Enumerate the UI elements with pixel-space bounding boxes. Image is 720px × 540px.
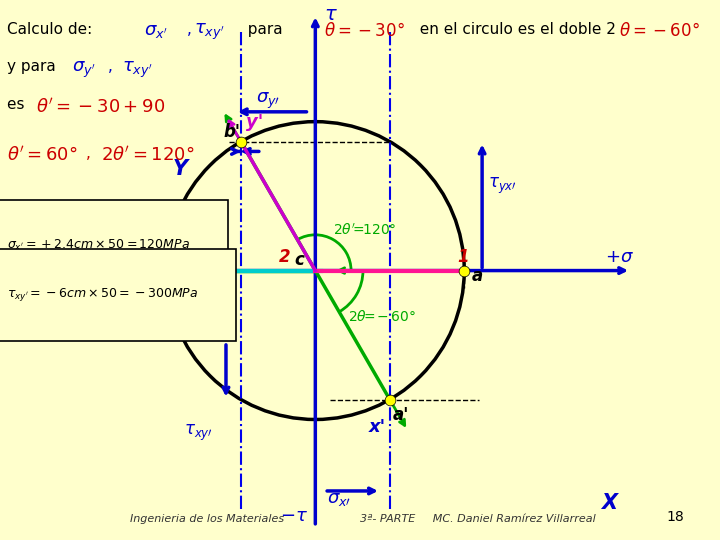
Text: y para: y para (7, 59, 66, 75)
Text: $-\tau$: $-\tau$ (279, 507, 307, 525)
Text: Calculo de:: Calculo de: (7, 22, 102, 37)
Text: $2\theta\!\!=\!\!-60°$: $2\theta\!\!=\!\!-60°$ (348, 309, 415, 324)
Text: es: es (7, 97, 35, 112)
Text: Y: Y (172, 159, 187, 179)
Text: 2: 2 (279, 248, 290, 266)
Text: $\tau_{xy'}$: $\tau_{xy'}$ (194, 22, 225, 42)
Text: $\theta = -60°$: $\theta = -60°$ (619, 22, 700, 39)
Point (384, 395, 395, 404)
Point (235, 137, 247, 146)
Text: $\sigma_{y\prime}$: $\sigma_{y\prime}$ (256, 91, 280, 111)
Text: $\theta = -30°$: $\theta = -30°$ (324, 22, 405, 39)
Text: $\sigma_{x'}$: $\sigma_{x'}$ (144, 22, 168, 39)
Text: x': x' (369, 418, 386, 436)
Text: b': b' (223, 123, 240, 141)
Point (459, 266, 470, 275)
Text: $\sigma_{x\prime}$: $\sigma_{x\prime}$ (327, 490, 351, 508)
Text: en el circulo es el doble 2: en el circulo es el doble 2 (410, 22, 616, 37)
Text: ,: , (86, 146, 101, 161)
Text: 3ª- PARTE     MC. Daniel Ramírez Villarreal: 3ª- PARTE MC. Daniel Ramírez Villarreal (360, 514, 595, 524)
Text: $\sigma_{y'}$: $\sigma_{y'}$ (72, 59, 96, 79)
Text: Resultado: Resultado (22, 200, 115, 218)
Text: $2\theta'\!\!=\!\!120°$: $2\theta'\!\!=\!\!120°$ (333, 222, 397, 238)
Text: $\tau$: $\tau$ (324, 5, 338, 24)
Text: a': a' (393, 407, 409, 424)
Point (161, 266, 172, 275)
Text: ,: , (108, 59, 122, 75)
Text: Ingenieria de los Materiales: Ingenieria de los Materiales (130, 514, 284, 524)
Text: $2\theta' = 120°$: $2\theta' = 120°$ (101, 146, 194, 165)
Text: $\sigma_{x'} = +2.4cm \times 50 = 120 MPa$: $\sigma_{x'} = +2.4cm \times 50 = 120 MP… (7, 238, 190, 253)
Text: $\theta' = -30 + 90$: $\theta' = -30 + 90$ (36, 97, 165, 116)
Text: $\tau_{yx\prime}$: $\tau_{yx\prime}$ (488, 176, 517, 196)
Text: $\tau_{xy\prime}$: $\tau_{xy\prime}$ (184, 423, 213, 443)
Text: X: X (601, 493, 617, 513)
Text: y': y' (246, 113, 263, 131)
Text: $\theta' = 60°$: $\theta' = 60°$ (7, 146, 78, 165)
Text: $+\sigma$: $+\sigma$ (605, 248, 634, 266)
Text: $\tau_{xy'}$: $\tau_{xy'}$ (122, 59, 153, 79)
Text: 1: 1 (457, 248, 469, 266)
Text: a: a (472, 267, 482, 285)
Text: 18: 18 (666, 510, 684, 524)
Text: ,: , (187, 22, 197, 37)
Text: b: b (145, 251, 158, 268)
Text: $-\sigma$: $-\sigma$ (89, 248, 118, 266)
Text: c: c (294, 251, 305, 268)
Text: para: para (238, 22, 292, 37)
Text: $\tau_{xy'} = -6cm \times 50 = -300 MPa$: $\tau_{xy'} = -6cm \times 50 = -300 MPa$ (7, 286, 199, 303)
